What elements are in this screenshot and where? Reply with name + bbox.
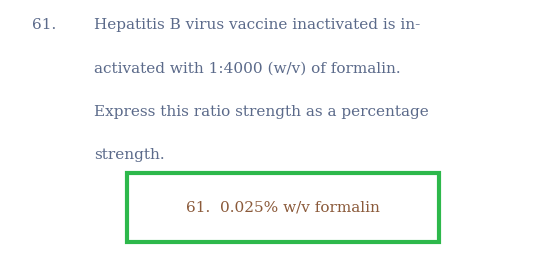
Text: Hepatitis B virus vaccine inactivated is in-: Hepatitis B virus vaccine inactivated is… bbox=[94, 18, 420, 32]
Text: strength.: strength. bbox=[94, 148, 165, 163]
Text: 61.: 61. bbox=[32, 18, 57, 32]
Text: activated with 1:4000 (w/v) of formalin.: activated with 1:4000 (w/v) of formalin. bbox=[94, 61, 401, 76]
Text: 61.  0.025% w/v formalin: 61. 0.025% w/v formalin bbox=[186, 200, 380, 214]
FancyBboxPatch shape bbox=[127, 173, 439, 242]
Text: Express this ratio strength as a percentage: Express this ratio strength as a percent… bbox=[94, 105, 429, 119]
